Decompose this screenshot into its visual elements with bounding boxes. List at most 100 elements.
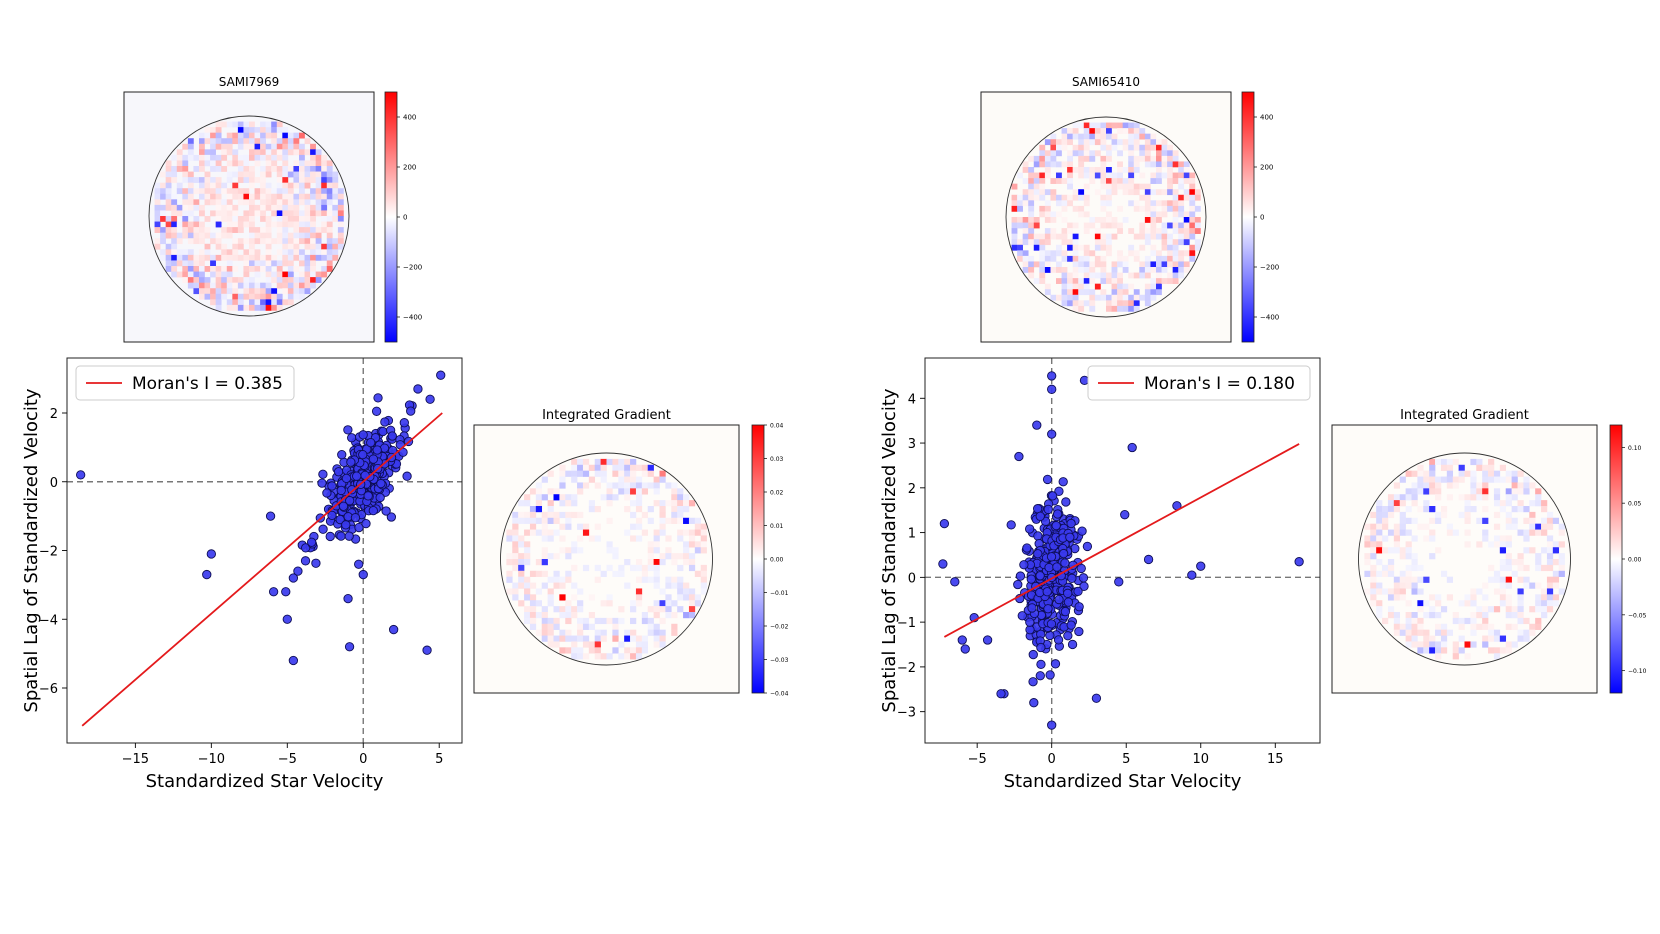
map2-pixel bbox=[1078, 133, 1085, 140]
grad1-pixel bbox=[665, 482, 672, 489]
map2-pixel bbox=[1122, 305, 1129, 312]
map1-pixel bbox=[304, 254, 311, 261]
grad1-pixel bbox=[571, 476, 578, 483]
grad2-pixel bbox=[1370, 529, 1377, 536]
map1-pixel bbox=[265, 199, 272, 206]
grad1-pixel bbox=[641, 641, 649, 648]
map1-pixel bbox=[199, 282, 205, 289]
grad2-pixel bbox=[1546, 523, 1554, 530]
scatter1-fit-line bbox=[81, 412, 443, 727]
grad1-pixel bbox=[618, 476, 625, 483]
map2-pixel bbox=[1022, 267, 1029, 273]
map1-pixel bbox=[237, 254, 244, 261]
map1-pixel bbox=[187, 154, 194, 161]
grad2-pixel bbox=[1423, 488, 1430, 495]
map2-pixel bbox=[1172, 178, 1179, 184]
map1-pixel bbox=[315, 204, 322, 211]
grad1-pixel bbox=[671, 582, 678, 589]
scatter2-point bbox=[1061, 497, 1071, 507]
grad2-pixel bbox=[1535, 594, 1542, 601]
map1-pixel bbox=[310, 143, 316, 150]
grad1-pixel bbox=[512, 559, 519, 566]
grad2-pixel bbox=[1517, 470, 1524, 477]
grad1-pixel bbox=[612, 470, 619, 477]
scatter2-point bbox=[1028, 649, 1038, 660]
grad1-pixel bbox=[553, 517, 560, 524]
scatter2-point bbox=[1025, 524, 1035, 534]
map1-pixel bbox=[154, 182, 161, 189]
grad2-pixel bbox=[1488, 647, 1495, 654]
map2-pixel bbox=[1194, 205, 1201, 212]
map2-pixel bbox=[1178, 167, 1185, 173]
map2-pixel bbox=[1078, 300, 1085, 307]
map1-pixel bbox=[199, 204, 205, 211]
grad2-pixel bbox=[1382, 588, 1389, 595]
grad1-pixel bbox=[641, 576, 649, 583]
map2-pixel bbox=[1011, 194, 1018, 201]
scatter2-point bbox=[1058, 548, 1069, 559]
grad1-pixel bbox=[671, 559, 678, 566]
map1-pixel bbox=[299, 149, 305, 156]
grad1-pixel bbox=[565, 600, 572, 607]
map2-pixel bbox=[1022, 250, 1029, 257]
grad1-colorbar-tick-label: 0.00 bbox=[770, 557, 784, 564]
map1-pixel bbox=[326, 177, 333, 183]
map1-pixel bbox=[332, 204, 339, 211]
map1-pixel bbox=[171, 249, 178, 256]
grad2-pixel bbox=[1523, 547, 1530, 554]
map1-pixel bbox=[287, 238, 294, 245]
grad2-pixel bbox=[1470, 600, 1477, 607]
grad2-pixel bbox=[1505, 623, 1512, 630]
grad1-pixel bbox=[630, 629, 637, 636]
map2-pixel bbox=[1044, 239, 1051, 246]
map1-pixel bbox=[232, 299, 239, 306]
map1-pixel bbox=[287, 221, 294, 228]
map2-pixel bbox=[1050, 155, 1057, 162]
map1-pixel bbox=[165, 193, 172, 200]
scatter2-point bbox=[1035, 671, 1045, 681]
map1-pixel bbox=[271, 149, 278, 156]
map2-pixel bbox=[1167, 250, 1173, 257]
scatter1-point bbox=[388, 624, 399, 635]
grad2-pixel bbox=[1499, 635, 1507, 642]
grad2-pixel bbox=[1423, 523, 1430, 530]
map1-pixel bbox=[304, 216, 311, 222]
grad2-pixel bbox=[1411, 553, 1418, 560]
grad1-pixel bbox=[524, 553, 531, 560]
grad1-pixel bbox=[700, 535, 707, 542]
map1-pixel bbox=[226, 249, 233, 256]
grad2-pixel bbox=[1423, 641, 1430, 648]
map2-pixel bbox=[1117, 167, 1123, 173]
map1-pixel bbox=[249, 182, 255, 189]
grad1-pixel bbox=[565, 647, 572, 654]
map2-pixel bbox=[1106, 244, 1112, 251]
map2-pixel bbox=[1167, 189, 1173, 196]
grad2-pixel bbox=[1464, 641, 1471, 648]
map1-pixel bbox=[187, 221, 194, 228]
map1-pixel bbox=[182, 188, 189, 195]
map1-pixel bbox=[310, 238, 316, 245]
map2-pixel bbox=[1028, 228, 1035, 234]
map2-pixel bbox=[1078, 267, 1085, 273]
map2-pixel bbox=[1133, 122, 1140, 129]
map2-pixel bbox=[1139, 155, 1146, 162]
map1-pixel bbox=[326, 266, 333, 272]
map2-pixel bbox=[1139, 233, 1146, 240]
grad2-pixel bbox=[1505, 582, 1512, 589]
map2-pixel bbox=[1117, 278, 1123, 284]
map2-pixel bbox=[1139, 172, 1146, 179]
map2-pixel bbox=[1100, 172, 1107, 179]
map2-pixel bbox=[1028, 155, 1035, 162]
map1-pixel bbox=[276, 154, 283, 161]
map1-pixel bbox=[237, 293, 244, 300]
grad1-pixel bbox=[683, 529, 690, 536]
map1-pixel bbox=[243, 238, 250, 245]
grad2-pixel bbox=[1423, 476, 1430, 483]
map1-pixel bbox=[176, 221, 183, 228]
map1-pixel bbox=[160, 216, 166, 222]
map2-pixel bbox=[1017, 205, 1023, 212]
map2-pixel bbox=[1083, 167, 1090, 173]
grad1-pixel bbox=[653, 564, 660, 572]
map2-pixel bbox=[1089, 178, 1096, 184]
map2-pixel bbox=[1144, 294, 1151, 301]
